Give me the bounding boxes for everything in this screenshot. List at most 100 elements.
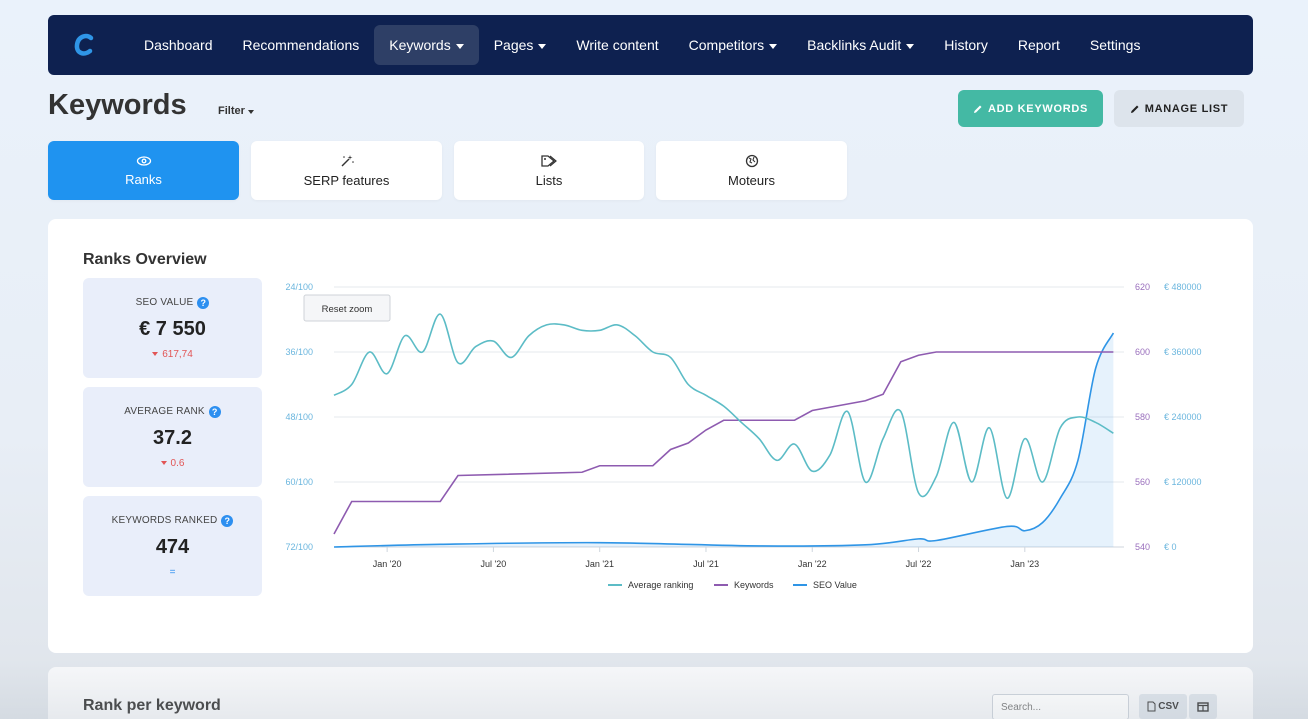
x-tick-label: Jul '20	[481, 559, 507, 569]
average-ranking-line	[333, 313, 1114, 500]
tab-label: Lists	[535, 172, 563, 188]
tab-ranks[interactable]: Ranks	[48, 141, 239, 200]
nav-item-keywords[interactable]: Keywords	[374, 25, 479, 65]
nav-item-label: Competitors	[688, 37, 765, 53]
legend-average-ranking-label: Average ranking	[628, 580, 693, 590]
nav-item-backlinks-audit[interactable]: Backlinks Audit	[792, 25, 929, 65]
export-csv-button[interactable]: CSV	[1139, 694, 1187, 719]
nav-item-label: Backlinks Audit	[807, 37, 902, 53]
search-input[interactable]	[992, 694, 1129, 719]
filter-dropdown[interactable]: Filter	[218, 105, 254, 117]
ranks-overview-card: Ranks Overview SEO VALUE ? € 7 550 617,7…	[48, 219, 1253, 653]
x-tick-label: Jul '21	[693, 559, 719, 569]
ranks-chart[interactable]: 24/100 620 € 480000 36/100 600 € 360000 48/100…	[274, 275, 1234, 615]
nav-item-label: Write content	[576, 37, 659, 53]
nav-item-history[interactable]: History	[929, 25, 1003, 65]
nav-item-label: Pages	[493, 37, 534, 53]
section-title: Rank per keyword	[83, 697, 221, 714]
x-tick-label: Jan '23	[1010, 559, 1039, 569]
nav-item-report[interactable]: Report	[1003, 25, 1075, 65]
app-logo[interactable]	[72, 29, 112, 61]
nav-item-label: Dashboard	[144, 37, 213, 53]
tab-serp-features[interactable]: SERP features	[251, 141, 442, 200]
y-left-tick-label: 36/100	[285, 347, 313, 357]
nav-item-label: Report	[1017, 37, 1060, 53]
chevron-down-icon	[455, 43, 464, 49]
tab-moteurs[interactable]: Moteurs	[656, 141, 847, 200]
stat-change-text: 0.6	[170, 457, 185, 469]
pencil-icon	[973, 105, 982, 113]
stat-change: =	[170, 567, 176, 578]
stat-value: 474	[155, 535, 190, 558]
add-keywords-button[interactable]: ADD KEYWORDS	[958, 90, 1103, 127]
stat-label-text: SEO VALUE	[135, 297, 194, 308]
help-icon[interactable]: ?	[197, 296, 210, 309]
stat-value: 37.2	[153, 426, 192, 449]
tab-lists[interactable]: Lists	[454, 141, 644, 200]
manage-list-label: MANAGE LIST	[1144, 102, 1229, 115]
tags-icon	[541, 154, 557, 167]
y-left-tick-label: 48/100	[285, 412, 313, 422]
stat-label-text: KEYWORDS RANKED	[111, 515, 218, 526]
chevron-down-icon	[906, 43, 915, 49]
csv-label: CSV	[1158, 701, 1179, 712]
chevron-down-icon	[538, 43, 547, 49]
nav-item-pages[interactable]: Pages	[479, 25, 562, 65]
stat-label: SEO VALUE ?	[135, 296, 210, 309]
y-right-keywords-tick-label: 620	[1135, 282, 1150, 292]
nav-item-dashboard[interactable]: Dashboard	[129, 25, 228, 65]
chevron-down-icon	[769, 43, 778, 49]
y-right-keywords-tick-label: 540	[1135, 542, 1150, 552]
y-left-tick-label: 72/100	[285, 542, 313, 552]
y-right-seo-tick-label: € 360000	[1164, 347, 1202, 357]
stat-average-rank: AVERAGE RANK ? 37.2 0.6	[83, 387, 262, 487]
nav-item-competitors[interactable]: Competitors	[674, 25, 792, 65]
stat-change: 0.6	[160, 457, 185, 469]
pencil-icon	[1130, 105, 1139, 113]
down-arrow-icon	[152, 352, 159, 356]
reset-zoom-label: Reset zoom	[322, 304, 373, 315]
nav-item-label: Keywords	[389, 37, 451, 53]
logo-icon	[74, 33, 94, 56]
y-right-keywords-tick-label: 560	[1135, 477, 1150, 487]
page-title: Keywords	[48, 89, 187, 121]
nav-item-write-content[interactable]: Write content	[561, 25, 673, 65]
tab-label: SERP features	[303, 172, 390, 188]
stat-value: € 7 550	[139, 317, 206, 340]
stat-change-text: =	[169, 566, 176, 578]
help-icon[interactable]: ?	[221, 514, 234, 527]
x-tick-label: Jan '20	[373, 559, 402, 569]
y-right-seo-tick-label: € 240000	[1164, 412, 1202, 422]
x-tick-label: Jan '22	[798, 559, 827, 569]
columns-button[interactable]	[1189, 694, 1217, 719]
y-left-tick-label: 24/100	[285, 282, 313, 292]
columns-icon	[1197, 701, 1209, 712]
nav-item-recommendations[interactable]: Recommendations	[228, 25, 375, 65]
y-right-seo-tick-label: € 480000	[1164, 282, 1202, 292]
stat-change-text: 617,74	[162, 348, 193, 360]
nav-item-label: History	[944, 37, 988, 53]
y-right-keywords-tick-label: 600	[1135, 347, 1150, 357]
nav-item-label: Recommendations	[242, 37, 360, 53]
reset-zoom-button[interactable]	[303, 294, 391, 322]
ranks-chart-svg[interactable]: 24/100 620 € 480000 36/100 600 € 360000 48/100…	[274, 275, 1234, 615]
magic-wand-icon	[341, 154, 354, 166]
legend-keywords-label: Keywords	[734, 580, 774, 590]
x-tick-label: Jul '22	[906, 559, 932, 569]
nav-menu: Dashboard Recommendations Keywords Pages Wri…	[129, 25, 1155, 65]
chevron-down-icon	[247, 110, 254, 114]
help-icon[interactable]: ?	[208, 405, 221, 418]
tab-label: Ranks	[125, 171, 162, 187]
manage-list-button[interactable]: MANAGE LIST	[1114, 90, 1244, 127]
x-tick-label: Jan '21	[585, 559, 614, 569]
stat-label: AVERAGE RANK ?	[124, 405, 221, 418]
nav-item-settings[interactable]: Settings	[1075, 25, 1156, 65]
legend-seo-value-label: SEO Value	[813, 580, 857, 590]
stat-label-text: AVERAGE RANK	[124, 406, 205, 417]
globe-icon	[745, 154, 758, 167]
nav-item-label: Settings	[1089, 37, 1141, 53]
y-right-keywords-tick-label: 580	[1135, 412, 1150, 422]
keywords-line	[333, 351, 1114, 535]
down-arrow-icon	[160, 461, 167, 465]
stat-keywords-ranked: KEYWORDS RANKED ? 474 =	[83, 496, 262, 596]
